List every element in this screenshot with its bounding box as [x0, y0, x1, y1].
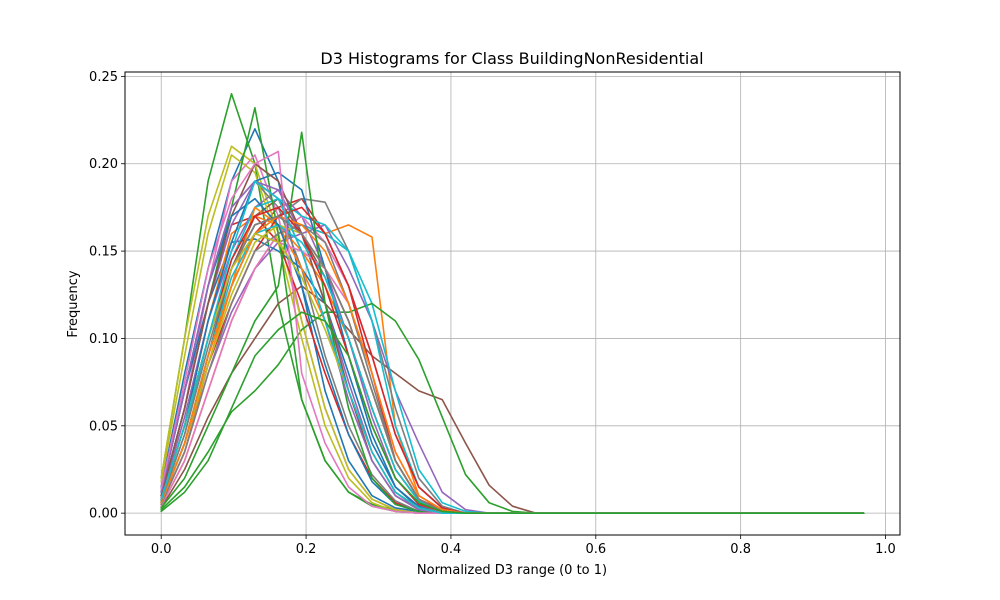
- x-tick-label: 0.8: [730, 542, 751, 557]
- y-tick-label: 0.25: [89, 70, 118, 85]
- x-tick-label: 0.0: [151, 542, 172, 557]
- x-axis: 0.0 0.2 0.4 0.6 0.8 1.0: [151, 535, 896, 557]
- x-axis-title: Normalized D3 range (0 to 1): [417, 563, 607, 578]
- x-tick-label: 1.0: [875, 542, 896, 557]
- x-tick-label: 0.4: [441, 542, 462, 557]
- chart-title: D3 Histograms for Class BuildingNonResid…: [320, 49, 703, 68]
- y-tick-label: 0.05: [89, 419, 118, 434]
- y-axis-title: Frequency: [66, 270, 81, 337]
- y-axis: 0.00 0.05 0.10 0.15 0.20 0.25: [89, 70, 125, 522]
- axes-frame: [124, 71, 901, 536]
- series-line-41: [160, 311, 865, 515]
- plot-lines: [160, 93, 865, 515]
- y-tick-label: 0.20: [89, 157, 118, 172]
- x-tick-label: 0.6: [585, 542, 606, 557]
- y-tick-label: 0.15: [89, 245, 118, 260]
- y-tick-label: 0.00: [89, 507, 118, 522]
- x-tick-label: 0.2: [296, 542, 317, 557]
- y-tick-label: 0.10: [89, 332, 118, 347]
